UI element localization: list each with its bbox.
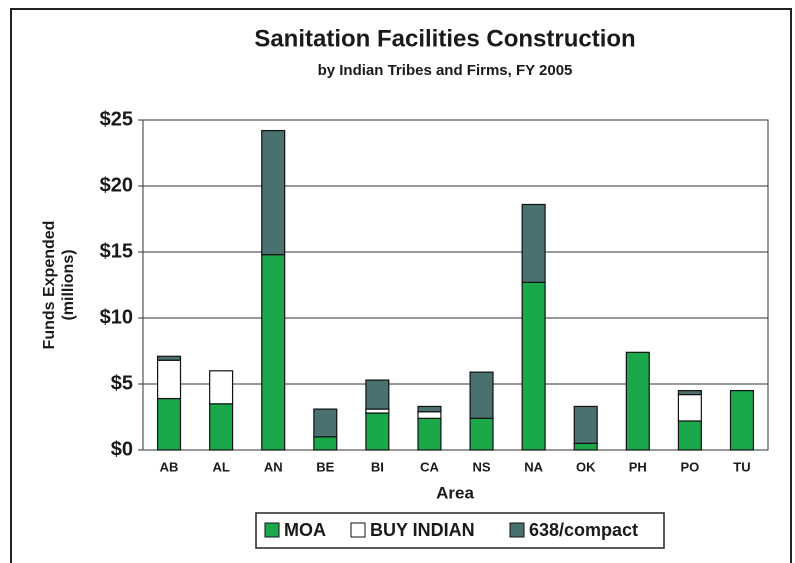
bar-segment <box>209 403 234 451</box>
x-tick-label: BI <box>371 459 384 474</box>
bar-segment <box>521 281 546 451</box>
bar-segment <box>469 371 494 419</box>
y-tick-label: $10 <box>100 306 133 328</box>
frame <box>10 8 792 563</box>
bar-segment <box>156 397 182 451</box>
y-tick-label: $20 <box>100 174 133 196</box>
x-tick-label: AN <box>264 459 283 474</box>
x-axis-label: Area <box>436 483 474 502</box>
bar-segment <box>469 417 494 451</box>
legend-label: BUY INDIAN <box>370 520 475 540</box>
x-tick-label: AB <box>160 459 179 474</box>
x-tick-label: NA <box>524 459 543 474</box>
bar-segment <box>521 203 546 283</box>
x-tick-label: CA <box>420 459 439 474</box>
chart-title: Sanitation Facilities Construction <box>254 25 635 52</box>
bar-segment <box>677 393 702 422</box>
x-tick-label: TU <box>733 459 750 474</box>
legend-swatch <box>509 522 525 538</box>
bar-segment <box>313 436 338 451</box>
bar-segment <box>729 390 755 451</box>
bar-segment <box>417 405 442 413</box>
x-tick-label: NS <box>473 459 491 474</box>
bar-segment <box>365 412 390 451</box>
bar-segment <box>261 254 286 451</box>
y-tick-label: $5 <box>111 372 133 394</box>
x-tick-label: PH <box>629 459 647 474</box>
bar-segment <box>417 411 442 419</box>
x-tick-label: PO <box>680 459 699 474</box>
y-tick-label: $15 <box>100 240 133 262</box>
bar-segment <box>261 129 286 256</box>
bar-segment <box>156 355 182 361</box>
bar-segment <box>313 408 338 438</box>
bar-segment <box>573 442 598 451</box>
legend-swatch <box>264 522 280 538</box>
legend-label: MOA <box>284 520 326 540</box>
bar-segment <box>573 405 598 445</box>
y-tick-label: $0 <box>111 438 133 460</box>
bar-segment <box>156 359 182 400</box>
plot-area <box>142 119 769 451</box>
bar-segment <box>365 379 390 410</box>
bar-segment <box>677 420 702 451</box>
legend-swatch <box>350 522 366 538</box>
y-axis-label-line: (millions) <box>60 249 77 320</box>
x-tick-label: BE <box>316 459 334 474</box>
bar-segment <box>209 370 234 405</box>
bar-segment <box>625 351 650 451</box>
bar-segment <box>417 417 442 451</box>
legend <box>255 512 665 549</box>
y-tick-label: $25 <box>100 108 133 130</box>
x-tick-label: OK <box>576 459 596 474</box>
bar-segment <box>677 390 702 396</box>
legend-label: 638/compact <box>529 520 638 540</box>
y-axis-label-line: Funds Expended <box>41 221 58 350</box>
y-axis-label: Funds Expended (millions) <box>41 221 77 350</box>
chart-subtitle: by Indian Tribes and Firms, FY 2005 <box>318 62 573 79</box>
x-tick-label: AL <box>212 459 229 474</box>
